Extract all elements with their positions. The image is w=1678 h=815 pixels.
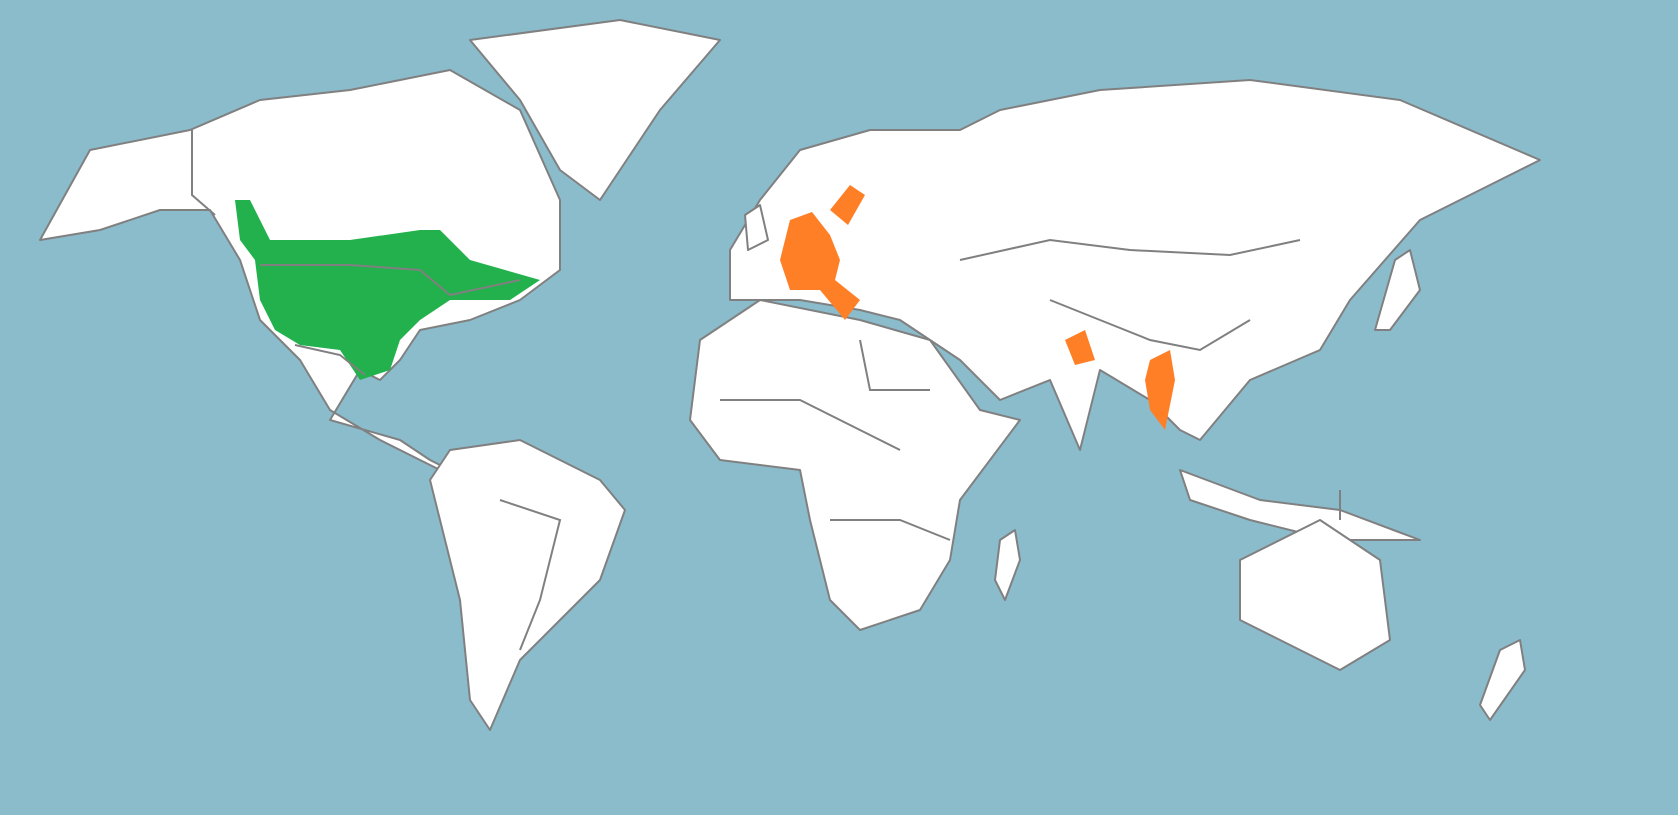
highlight-europe xyxy=(780,212,860,320)
africa xyxy=(689,299,1021,631)
greenland xyxy=(469,19,721,201)
highlight-myanmar xyxy=(1145,350,1175,430)
eurasia xyxy=(729,79,1541,451)
highlight-sweden xyxy=(830,185,865,225)
highlight-north-america xyxy=(235,200,540,380)
madagascar xyxy=(994,529,1021,601)
australia xyxy=(1239,519,1391,671)
uk xyxy=(744,204,769,251)
indonesia xyxy=(1179,469,1421,541)
highlight-india xyxy=(1065,330,1095,365)
japan xyxy=(1374,249,1421,331)
country-borders xyxy=(191,130,1341,651)
new-zealand xyxy=(1479,639,1526,721)
south-america xyxy=(429,439,626,731)
